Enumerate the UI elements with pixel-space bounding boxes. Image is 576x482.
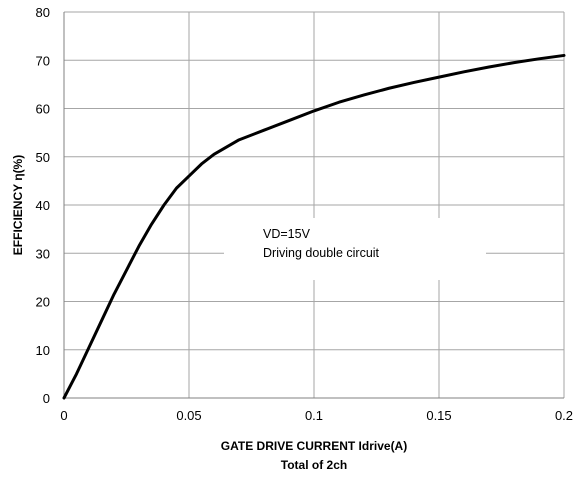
y-tick-label: 10 [36, 343, 50, 358]
efficiency-curve [62, 53, 566, 400]
annotation-vd: VD=15V [263, 227, 311, 241]
axes [63, 12, 564, 399]
y-tick-label: 70 [36, 53, 50, 68]
x-tick-label: 0 [60, 408, 67, 423]
annotation-background [224, 218, 486, 280]
x-tick-label: 0.1 [305, 408, 323, 423]
x-tick-label: 0.2 [555, 408, 573, 423]
x-axis-title: GATE DRIVE CURRENT Idrive(A) [221, 439, 407, 453]
y-tick-label: 80 [36, 5, 50, 20]
y-tick-label: 50 [36, 150, 50, 165]
x-tick-label: 0.15 [426, 408, 451, 423]
x-axis-subtitle: Total of 2ch [281, 458, 347, 472]
annotation-driving-circuit: Driving double circuit [263, 246, 380, 260]
y-tick-label: 60 [36, 102, 50, 117]
y-tick-label: 0 [43, 391, 50, 406]
y-tick-label: 40 [36, 198, 50, 213]
x-tick-label: 0.05 [176, 408, 201, 423]
y-axis-title: EFFICIENCY η(%) [11, 155, 25, 255]
y-tick-labels: 0 10 20 30 40 50 60 70 80 [36, 5, 50, 406]
x-tick-labels: 0 0.05 0.1 0.15 0.2 [60, 408, 573, 423]
y-tick-label: 20 [36, 295, 50, 310]
y-tick-label: 30 [36, 246, 50, 261]
